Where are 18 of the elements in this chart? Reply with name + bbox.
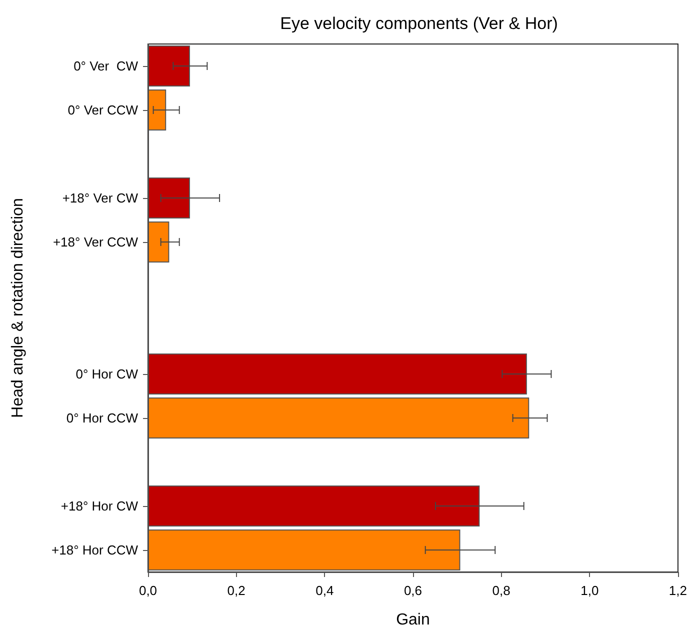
y-tick-label: 0° Ver CCW — [68, 102, 139, 118]
y-axis-title: Head angle & rotation direction — [10, 198, 26, 418]
x-tick-label: 0,6 — [404, 583, 422, 598]
y-tick-label: +18° Ver CW — [62, 190, 139, 206]
x-tick-label: 0,2 — [227, 583, 246, 598]
chart-title: Eye velocity components (Ver & Hor) — [280, 14, 558, 33]
y-tick-label: 0° Hor CW — [76, 366, 139, 382]
y-tick-label: +18° Ver CCW — [52, 234, 139, 250]
x-tick-label: 0,4 — [316, 583, 334, 598]
x-tick-label: 0,8 — [492, 583, 510, 598]
y-tick-label: 0° Hor CCW — [66, 410, 139, 426]
x-tick-label: 1,0 — [580, 583, 599, 598]
x-axis-title: Gain — [396, 612, 430, 628]
x-tick-label: 0,0 — [138, 583, 158, 598]
x-tick-label: 1,2 — [668, 583, 688, 598]
y-tick-label: 0° Ver CW — [74, 58, 139, 74]
y-tick-label: +18° Hor CW — [60, 498, 139, 514]
y-tick-label: +18° Hor CCW — [52, 542, 139, 558]
